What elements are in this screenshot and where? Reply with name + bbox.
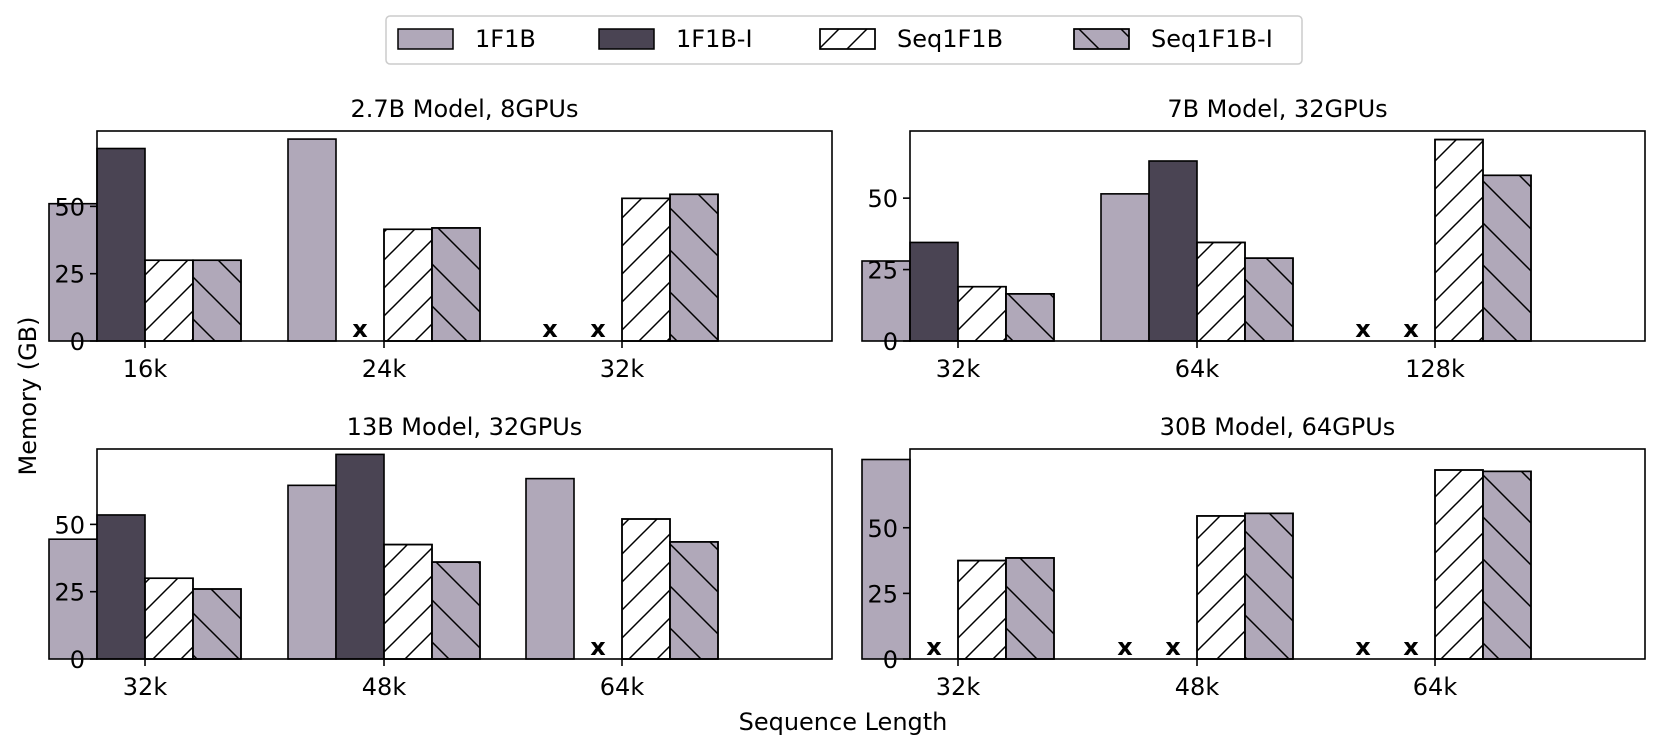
bar-hatch-seq1f1b-i-48k	[1244, 512, 1294, 660]
bar-1f1b-48k	[287, 484, 337, 660]
bar-1f1b-32k	[861, 260, 911, 342]
bar-hatch-seq1f1b-32k	[144, 577, 194, 660]
bar-1f1b-64k	[525, 477, 575, 660]
legend-hatch-seq1f1b-i	[1073, 28, 1130, 50]
y-tick-label: 0	[883, 328, 898, 356]
bar-1f1b-i-32k	[909, 241, 959, 342]
y-tick-label: 50	[54, 511, 85, 539]
y-tick-label: 25	[54, 261, 85, 289]
legend-item-1f1b-i: 1F1B-I	[598, 25, 753, 53]
x-tick-label-32k: 32k	[600, 355, 645, 383]
panel-title: 7B Model, 32GPUs	[1167, 95, 1387, 123]
legend-item-seq1f1b: Seq1F1B	[819, 25, 1003, 53]
bar-1f1b-i-48k	[335, 453, 385, 660]
x-tick-label-64k: 64k	[1175, 355, 1220, 383]
x-tick-label-48k: 48k	[362, 673, 407, 701]
y-tick-label: 0	[70, 328, 85, 356]
oom-marker-1f1b-64k: x	[1355, 633, 1371, 661]
bar-hatch-seq1f1b-128k	[1434, 138, 1484, 342]
x-tick-label-64k: 64k	[1413, 673, 1458, 701]
bar-hatch-seq1f1b-32k	[621, 197, 671, 342]
x-tick-label-24k: 24k	[362, 355, 407, 383]
bar-1f1b-i-32k	[96, 514, 146, 660]
oom-marker-1f1b-32k: x	[542, 315, 558, 343]
y-axis-label: Memory (GB)	[14, 316, 42, 475]
legend-swatch-1f1b	[397, 28, 454, 50]
legend-hatch-seq1f1b	[819, 28, 876, 50]
legend-item-1f1b: 1F1B	[397, 25, 536, 53]
panel-title: 30B Model, 64GPUs	[1160, 413, 1396, 441]
bar-hatch-seq1f1b-48k	[1196, 515, 1246, 660]
bar-hatch-seq1f1b-32k	[957, 559, 1007, 660]
oom-marker-1f1b-i-24k: x	[352, 315, 368, 343]
y-tick-label: 25	[867, 257, 898, 285]
bar-1f1b-i-16k	[96, 147, 146, 342]
y-tick-label: 25	[54, 579, 85, 607]
x-tick-label-16k: 16k	[123, 355, 168, 383]
bar-hatch-seq1f1b-32k	[957, 285, 1007, 342]
x-axis-label: Sequence Length	[739, 708, 948, 736]
oom-marker-1f1b-i-64k: x	[590, 633, 606, 661]
x-tick-label-128k: 128k	[1405, 355, 1465, 383]
x-tick-label-32k: 32k	[936, 355, 981, 383]
bar-hatch-seq1f1b-i-32k	[669, 193, 719, 342]
panel-2-7b-model: 2.7B Model, 8GPUs x x x 0 25 50 16k 24k 32k	[48, 95, 833, 383]
bar-hatch-seq1f1b-24k	[383, 228, 433, 342]
legend-label-seq1f1b: Seq1F1B	[897, 25, 1003, 53]
y-tick-label: 50	[867, 515, 898, 543]
bar-hatch-seq1f1b-48k	[383, 543, 433, 660]
oom-marker-1f1b-128k: x	[1355, 315, 1371, 343]
bar-hatch-seq1f1b-i-64k	[1482, 470, 1532, 660]
legend-item-seq1f1b-i: Seq1F1B-I	[1073, 25, 1273, 53]
bar-hatch-seq1f1b-i-16k	[192, 259, 242, 342]
x-tick-label-64k: 64k	[600, 673, 645, 701]
bar-hatch-seq1f1b-i-48k	[431, 561, 481, 660]
bar-hatch-seq1f1b-i-64k	[669, 541, 719, 660]
panel-13b-model: 13B Model, 32GPUs x 0 25 50 32k 48k 64k	[48, 413, 833, 701]
y-tick-label: 0	[883, 646, 898, 674]
plot-frame	[96, 448, 833, 660]
legend-label-1f1b-i: 1F1B-I	[676, 25, 753, 53]
bar-1f1b-24k	[287, 138, 337, 342]
y-tick-label: 50	[867, 185, 898, 213]
oom-marker-1f1b-i-32k: x	[590, 315, 606, 343]
bar-hatch-seq1f1b-i-128k	[1482, 174, 1532, 342]
y-tick-label: 0	[70, 646, 85, 674]
panel-title: 2.7B Model, 8GPUs	[351, 95, 579, 123]
oom-marker-1f1b-i-128k: x	[1403, 315, 1419, 343]
bar-hatch-seq1f1b-i-32k	[192, 588, 242, 660]
y-tick-label: 50	[54, 193, 85, 221]
bar-hatch-seq1f1b-64k	[1196, 241, 1246, 342]
bar-1f1b-32k	[861, 458, 911, 660]
plot-frame	[96, 130, 833, 342]
bar-hatch-seq1f1b-i-64k	[1244, 257, 1294, 342]
legend: 1F1B 1F1B-I Seq1F1B Seq1F1B-I	[385, 15, 1303, 65]
legend-items: 1F1B 1F1B-I Seq1F1B Seq1F1B-I	[397, 25, 1273, 53]
legend-label-1f1b: 1F1B	[475, 25, 536, 53]
x-tick-label-48k: 48k	[1175, 673, 1220, 701]
panel-7b-model: 7B Model, 32GPUs x x 0 25 50 32k 64k 128k	[861, 95, 1646, 383]
bar-1f1b-64k	[1100, 193, 1150, 342]
plot-frame	[909, 130, 1646, 342]
bar-hatch-seq1f1b-i-32k	[1005, 557, 1055, 660]
bar-hatch-seq1f1b-16k	[144, 259, 194, 342]
oom-marker-1f1b-i-48k: x	[1165, 633, 1181, 661]
bar-hatch-seq1f1b-i-24k	[431, 227, 481, 342]
oom-marker-1f1b-i-64k: x	[1403, 633, 1419, 661]
y-tick-label: 25	[867, 580, 898, 608]
legend-label-seq1f1b-i: Seq1F1B-I	[1151, 25, 1273, 53]
oom-marker-1f1b-48k: x	[1117, 633, 1133, 661]
bar-hatch-seq1f1b-i-32k	[1005, 293, 1055, 342]
bar-hatch-seq1f1b-64k	[621, 518, 671, 660]
plot-frame	[909, 448, 1646, 660]
x-tick-label-32k: 32k	[936, 673, 981, 701]
x-tick-label-32k: 32k	[123, 673, 168, 701]
bar-hatch-seq1f1b-64k	[1434, 469, 1484, 660]
panel-title: 13B Model, 32GPUs	[347, 413, 583, 441]
oom-marker-1f1b-i-32k: x	[926, 633, 942, 661]
legend-swatch-1f1b-i	[598, 28, 655, 50]
bar-1f1b-i-64k	[1148, 160, 1198, 342]
